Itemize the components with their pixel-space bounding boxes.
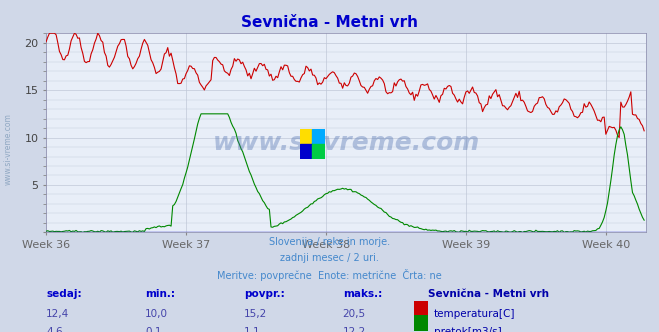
Text: 4,6: 4,6 [46,327,63,332]
Text: pretok[m3/s]: pretok[m3/s] [434,327,501,332]
Text: www.si-vreme.com: www.si-vreme.com [212,131,480,155]
Text: 20,5: 20,5 [343,309,366,319]
Bar [300,129,312,144]
Text: 12,2: 12,2 [343,327,366,332]
Text: 10,0: 10,0 [145,309,168,319]
Bar [300,144,312,159]
Text: 1,1: 1,1 [244,327,260,332]
Text: Sevnična - Metni vrh: Sevnična - Metni vrh [428,289,550,299]
Text: Slovenija / reke in morje.: Slovenija / reke in morje. [269,237,390,247]
Bar [312,144,325,159]
Bar [312,129,325,144]
Text: sedaj:: sedaj: [46,289,82,299]
Text: 15,2: 15,2 [244,309,267,319]
Text: povpr.:: povpr.: [244,289,285,299]
Text: maks.:: maks.: [343,289,382,299]
Text: www.si-vreme.com: www.si-vreme.com [4,114,13,185]
Text: temperatura[C]: temperatura[C] [434,309,515,319]
Text: 12,4: 12,4 [46,309,69,319]
Text: Meritve: povprečne  Enote: metrične  Črta: ne: Meritve: povprečne Enote: metrične Črta:… [217,269,442,281]
Text: 0,1: 0,1 [145,327,161,332]
Text: min.:: min.: [145,289,175,299]
Text: zadnji mesec / 2 uri.: zadnji mesec / 2 uri. [280,253,379,263]
Text: Sevnična - Metni vrh: Sevnična - Metni vrh [241,15,418,30]
